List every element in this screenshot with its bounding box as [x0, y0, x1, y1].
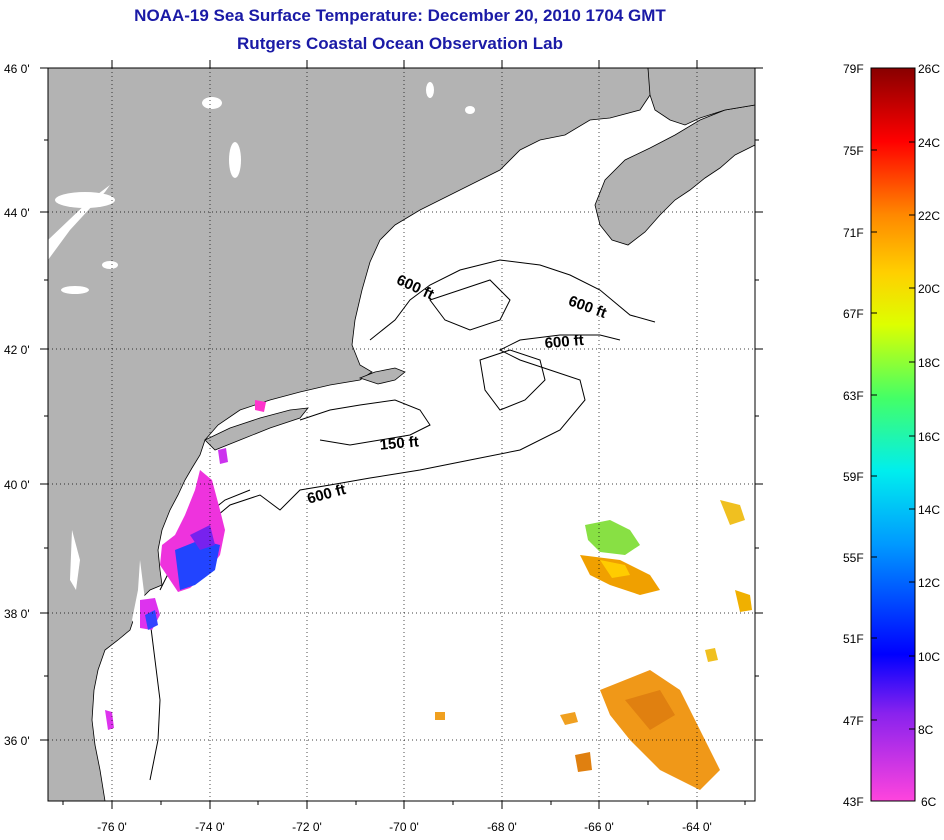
colorbar-c-label: 8C	[918, 723, 934, 737]
colorbar-f-label: 51F	[843, 632, 864, 646]
lat-label: 36 0'	[4, 734, 30, 748]
land-us-coast	[48, 68, 653, 801]
axis-ticks	[40, 60, 763, 809]
map-title: NOAA-19 Sea Surface Temperature: Decembe…	[134, 6, 666, 25]
map-subtitle: Rutgers Coastal Ocean Observation Lab	[237, 34, 563, 53]
colorbar-c-label: 22C	[918, 209, 940, 223]
colorbar-f-label: 63F	[843, 389, 864, 403]
lat-label: 38 0'	[4, 607, 30, 621]
depth-label: 150 ft	[379, 433, 420, 453]
colorbar-c-label: 12C	[918, 576, 940, 590]
land-new-brunswick	[647, 68, 755, 126]
lon-label: -70 0'	[389, 820, 419, 834]
lat-label: 40 0'	[4, 478, 30, 492]
lon-label: -66 0'	[584, 820, 614, 834]
depth-label: 600 ft	[544, 332, 585, 352]
colorbar-c-label: 6C	[921, 795, 937, 809]
lakes	[48, 82, 475, 630]
lon-label: -68 0'	[487, 820, 517, 834]
colorbar-f-label: 79F	[843, 62, 864, 76]
colorbar-c-label: 16C	[918, 430, 940, 444]
lon-label: -76 0'	[97, 820, 127, 834]
colorbar-f-label: 59F	[843, 470, 864, 484]
colorbar-c-label: 18C	[918, 356, 940, 370]
colorbar-c-label: 24C	[918, 136, 940, 150]
map-frame	[47, 67, 756, 802]
colorbar-f-label: 55F	[843, 551, 864, 565]
lon-label: -72 0'	[292, 820, 322, 834]
lat-label: 42 0'	[4, 343, 30, 357]
lat-label: 44 0'	[4, 206, 30, 220]
lon-label: -74 0'	[195, 820, 225, 834]
colorbar-c-label: 10C	[918, 650, 940, 664]
colorbar-f-label: 47F	[843, 714, 864, 728]
colorbar-f-label: 71F	[843, 226, 864, 240]
depth-contours	[149, 259, 656, 781]
land-nova-scotia	[594, 104, 755, 246]
colorbar-f-label: 67F	[843, 307, 864, 321]
colorbar-c-label: 14C	[918, 503, 940, 517]
lon-label: -64 0'	[682, 820, 712, 834]
colorbar-c-label: 20C	[918, 282, 940, 296]
colorbar-f-label: 43F	[843, 795, 864, 809]
colorbar-f-label: 75F	[843, 144, 864, 158]
land-long-island	[204, 407, 309, 451]
lat-label: 46 0'	[4, 62, 30, 76]
colorbar	[870, 67, 916, 802]
land-cape-cod	[358, 367, 406, 385]
colorbar-c-label: 26C	[918, 62, 940, 76]
colorbar-ticks	[871, 67, 915, 730]
